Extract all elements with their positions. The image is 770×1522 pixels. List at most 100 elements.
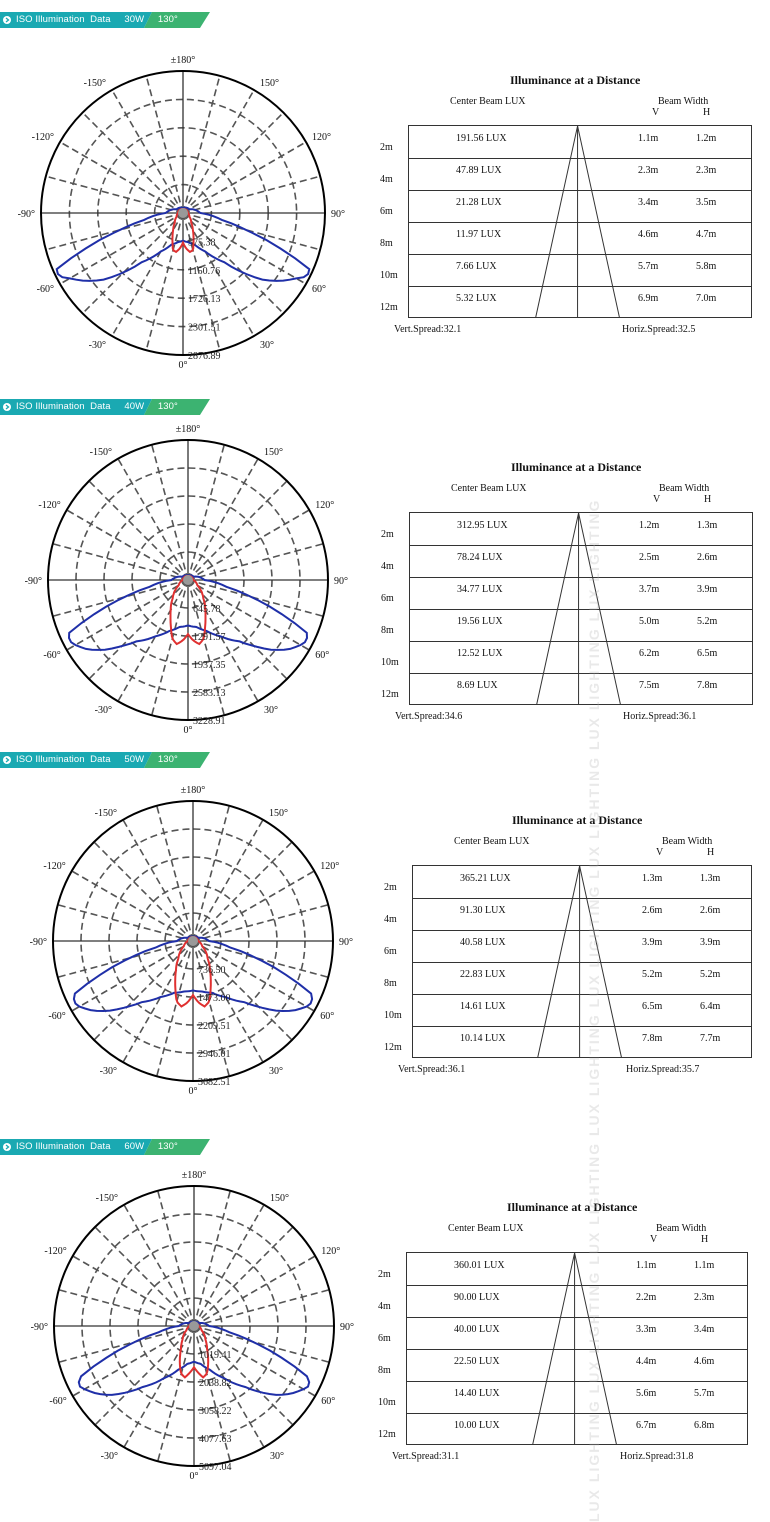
grid-spoke: [72, 1325, 195, 1397]
beam-width-h: 5.8m: [696, 261, 717, 272]
beam-width-h: 7.0m: [696, 293, 717, 304]
arrow-circle-icon: [3, 756, 11, 764]
grid-spoke: [182, 89, 255, 214]
vert-spread: Vert.Spread:32.1: [394, 324, 462, 335]
grid-spoke: [192, 940, 315, 1012]
grid-spoke: [187, 542, 324, 581]
center-lux-value: 8.69 LUX: [457, 680, 498, 691]
distance-label: 8m: [378, 1365, 391, 1376]
radial-label: 4077.63: [199, 1434, 232, 1445]
radial-label: 575.38: [188, 237, 216, 248]
banner-beam-angle: 130°: [157, 754, 178, 765]
polar-chart: 645.78 1291.57 1937.35 2583.13 3228.91 ±180° 0…: [25, 424, 348, 736]
grid-spoke: [193, 1255, 316, 1327]
distance-label: 12m: [378, 1429, 396, 1440]
grid-spoke: [94, 1226, 195, 1327]
banner-beam-angle: 130°: [157, 14, 178, 25]
polar-chart: 575.38 1150.76 1726.13 2301.51 2876.89 ±180° 0…: [18, 55, 345, 371]
illuminance-table-block: Illuminance at a Distance Center Beam LUX…: [377, 399, 753, 729]
distance-label: 4m: [378, 1301, 391, 1312]
grid-spoke: [187, 579, 288, 680]
angle-label-a90R: 90°: [331, 209, 345, 220]
angle-label-a60R: 60°: [312, 284, 326, 295]
angle-label-a120R: 120°: [320, 861, 339, 872]
distance-label: 6m: [381, 593, 394, 604]
distance-label: 4m: [380, 174, 393, 185]
radial-label: 3682.51: [198, 1077, 231, 1088]
banner-label: ISO Illumination Data: [16, 14, 111, 25]
banner-power: 30W: [124, 14, 145, 25]
grid-spoke: [187, 579, 310, 651]
row-divider: [413, 1026, 751, 1027]
grid-spoke: [193, 1226, 294, 1327]
center-beam-header: Center Beam LUX: [451, 483, 527, 494]
center-lux-value: 22.83 LUX: [460, 969, 506, 980]
distance-label: 10m: [384, 1010, 402, 1021]
distance-label: 8m: [380, 238, 393, 249]
arrow-circle-icon: [3, 1143, 11, 1151]
grid-spoke: [93, 940, 194, 1041]
beam-width-header: Beam Width: [659, 483, 710, 494]
grid-spoke: [82, 112, 184, 214]
angle-label-a30R: 30°: [270, 1451, 284, 1462]
banner-text: ISO Illumination Data 30W 130°: [16, 13, 178, 27]
banner-label: ISO Illumination Data: [16, 754, 111, 765]
angle-label-a30L: -30°: [100, 1066, 117, 1077]
angle-label-a60L: -60°: [43, 650, 60, 661]
grid-spoke: [57, 903, 194, 942]
angle-label-a120R: 120°: [312, 132, 331, 143]
beam-width-v: 2.2m: [636, 1292, 657, 1303]
grid-spoke: [71, 940, 194, 1012]
intensity-curve-blue: [67, 574, 309, 651]
grid-spoke: [192, 903, 329, 942]
beam-width-h: 4.7m: [696, 229, 717, 240]
beam-width-v: 5.0m: [639, 616, 660, 627]
center-lux-value: 40.00 LUX: [454, 1324, 500, 1335]
grid-spoke: [111, 89, 184, 214]
vert-spread: Vert.Spread:36.1: [398, 1064, 466, 1075]
distance-label: 12m: [380, 302, 398, 313]
grid-spoke: [182, 175, 321, 214]
grid-spoke: [94, 1325, 195, 1426]
grid-spoke: [66, 579, 189, 651]
distance-label: 10m: [380, 270, 398, 281]
beam-width-v: 5.6m: [636, 1388, 657, 1399]
angle-label-a150L: -150°: [90, 447, 112, 458]
grid-spoke: [59, 141, 184, 214]
banner-label: ISO Illumination Data: [16, 1141, 111, 1152]
grid-spoke: [182, 212, 307, 285]
radial-label: 3228.91: [193, 716, 226, 727]
beam-width-v: 2.5m: [639, 552, 660, 563]
beam-cone: [536, 513, 622, 705]
horiz-spread: Horiz.Spread:36.1: [623, 711, 697, 722]
row-divider: [413, 930, 751, 931]
distance-label: 8m: [381, 625, 394, 636]
distance-label: 2m: [380, 142, 393, 153]
beam-width-header: Beam Width: [656, 1223, 707, 1234]
radial-label: 2301.51: [188, 323, 221, 334]
intensity-curve-blue: [72, 935, 314, 1013]
center-hub: [178, 208, 188, 218]
illuminance-table-block: Illuminance at a Distance Center Beam LUX…: [374, 1139, 748, 1469]
grid-spoke: [187, 579, 259, 702]
row-divider: [410, 641, 752, 642]
v-header: V: [650, 1234, 658, 1245]
grid-spoke: [122, 819, 194, 942]
h-header: H: [703, 107, 711, 118]
grid-spoke: [192, 841, 293, 942]
grid-spoke: [59, 212, 184, 285]
radial-label: 2946.01: [198, 1049, 231, 1060]
center-lux-value: 312.95 LUX: [457, 520, 508, 531]
angle-label-a150R: 150°: [264, 447, 283, 458]
h-header: H: [701, 1234, 709, 1245]
beam-width-h: 4.6m: [694, 1356, 715, 1367]
angle-label-a30R: 30°: [269, 1066, 283, 1077]
beam-width-h: 6.4m: [700, 1001, 721, 1012]
table-grid: [412, 865, 752, 1058]
distance-label: 12m: [381, 689, 399, 700]
angle-label-bottom: 0°: [189, 1086, 198, 1097]
banner-label: ISO Illumination Data: [16, 401, 111, 412]
grid-spoke: [192, 940, 264, 1063]
angle-label-a150R: 150°: [260, 78, 279, 89]
center-beam-header: Center Beam LUX: [454, 836, 530, 847]
